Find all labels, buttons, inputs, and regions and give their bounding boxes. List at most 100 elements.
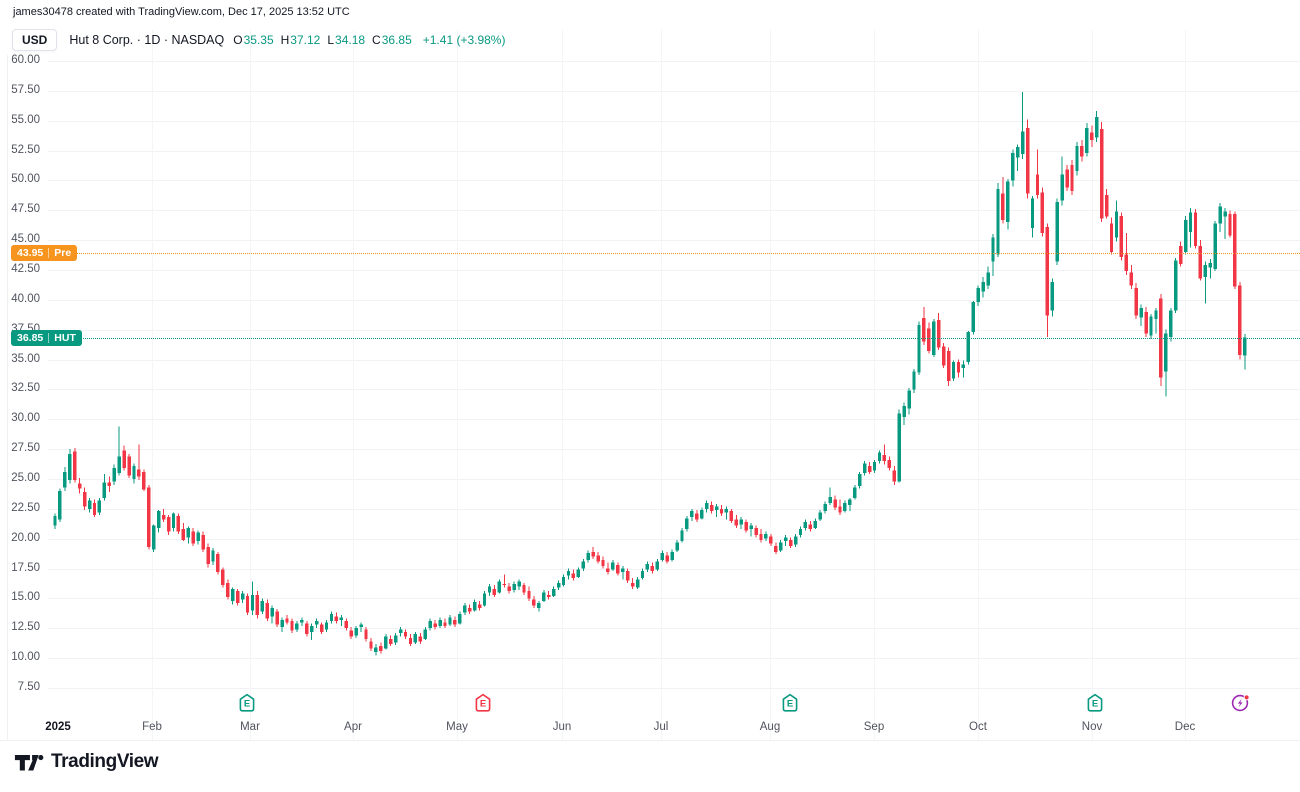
h-gridline [48, 270, 1300, 271]
candle [542, 592, 546, 601]
candle [813, 520, 817, 528]
candle [1016, 146, 1020, 158]
earnings-marker[interactable]: E [781, 693, 799, 718]
low-label: L [327, 33, 335, 47]
candle [1243, 337, 1247, 356]
candle [1169, 310, 1173, 337]
candle [917, 324, 921, 373]
candle [1109, 223, 1114, 253]
h-gridline [48, 538, 1300, 540]
earnings-marker[interactable]: E [1086, 693, 1104, 718]
candle [586, 553, 590, 561]
h-gridline [48, 389, 1300, 391]
candle [1134, 287, 1138, 316]
candle [1139, 308, 1143, 318]
candle [492, 588, 497, 595]
h-gridline [48, 180, 1300, 182]
candle [142, 471, 146, 490]
candle [398, 629, 403, 633]
y-axis-label: 50.00 [11, 173, 40, 186]
candle [1030, 198, 1035, 229]
candle [537, 603, 541, 608]
y-axis-label: 7.50 [17, 680, 40, 693]
candle [527, 591, 531, 599]
candle [680, 530, 684, 542]
candle [986, 272, 990, 286]
earnings-marker[interactable]: E [474, 693, 492, 718]
candle [517, 581, 521, 587]
candle [1114, 211, 1119, 238]
tradingview-footer: TradingView [14, 751, 159, 773]
candle [250, 594, 255, 611]
candle [97, 500, 102, 513]
candle [1099, 129, 1104, 219]
candle [156, 511, 161, 528]
candle [235, 591, 240, 604]
candle [374, 647, 378, 653]
candle [477, 604, 482, 608]
v-gridline [250, 30, 251, 740]
candle [655, 561, 660, 570]
candle [379, 646, 383, 651]
candle [334, 616, 339, 622]
candle [260, 600, 265, 612]
candle [981, 281, 985, 292]
y-axis-label: 20.00 [11, 531, 40, 544]
candle [1233, 213, 1237, 287]
candle [1164, 333, 1168, 372]
candle [512, 584, 516, 591]
candle [152, 525, 156, 550]
candle [53, 515, 57, 526]
candle [734, 519, 739, 526]
candle [1025, 127, 1030, 194]
candle [1178, 246, 1183, 265]
last-price-tag: HUT [54, 331, 76, 344]
flash-update-icon[interactable] [1231, 693, 1251, 718]
candle [670, 551, 674, 561]
candle [324, 622, 329, 630]
candle [102, 482, 107, 499]
y-axis-label: 55.00 [11, 113, 40, 126]
candle [344, 621, 348, 629]
x-axis-label: Aug [759, 721, 781, 733]
candle [171, 513, 176, 528]
candle [690, 511, 694, 518]
candle [1035, 174, 1040, 195]
tradingview-logo-icon [14, 754, 44, 770]
last-price-badge: 36.85 HUT [11, 329, 82, 346]
candle [1050, 281, 1054, 311]
y-axis-label: 45.00 [11, 233, 40, 246]
candle [1065, 169, 1069, 188]
candle [611, 562, 615, 570]
y-axis-label: 32.50 [11, 382, 40, 395]
candle [719, 508, 724, 514]
x-axis-label: May [446, 721, 468, 733]
candle [606, 568, 610, 573]
svg-text:E: E [1092, 699, 1098, 710]
earnings-marker[interactable]: E [238, 693, 256, 718]
candle [754, 527, 758, 536]
x-axis-label: Sep [863, 721, 885, 733]
open-value: 35.35 [243, 33, 274, 47]
candle [774, 545, 778, 552]
h-gridline [48, 449, 1300, 451]
candle [867, 465, 872, 472]
v-gridline [770, 30, 771, 740]
v-gridline [353, 30, 354, 740]
candle [191, 531, 195, 544]
candle [882, 455, 887, 462]
candle [255, 594, 260, 616]
candle [176, 515, 181, 532]
candle [73, 451, 77, 481]
h-gridline [48, 687, 1300, 689]
candle [991, 237, 995, 262]
candle [828, 496, 832, 503]
candle [902, 406, 906, 417]
candle [1238, 285, 1242, 355]
candle [695, 513, 699, 520]
candle [887, 459, 892, 469]
svg-text:E: E [787, 699, 793, 710]
candle [290, 621, 294, 631]
h-gridline [48, 419, 1300, 421]
premarket-price-value: 43.95 [17, 246, 44, 259]
